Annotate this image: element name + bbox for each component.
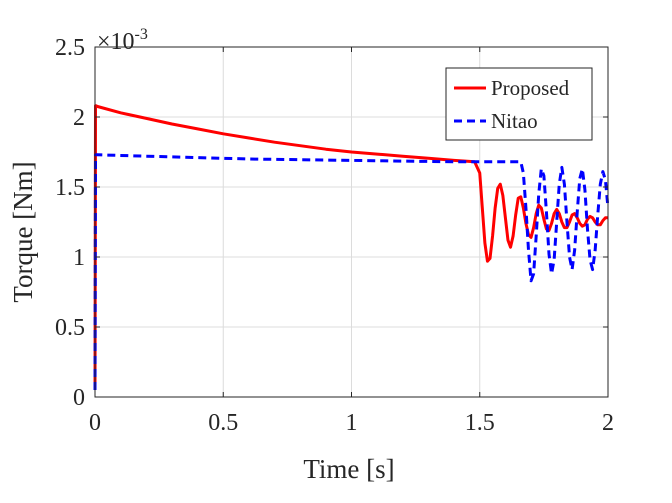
y-tick-label: 2 [73, 105, 85, 131]
series-layer [93, 104, 610, 391]
y-tick-label: 1.5 [55, 175, 85, 201]
legend-label-proposed: Proposed [491, 76, 570, 100]
y-exponent-power: -3 [135, 26, 148, 43]
x-tick-label: 2 [602, 410, 614, 436]
y-tick-label: 2.5 [55, 35, 85, 61]
x-tick-label: 1 [346, 410, 358, 436]
x-tick-label: 1.5 [465, 410, 495, 436]
series-line-nitao [93, 153, 610, 391]
x-tick-label: 0.5 [208, 410, 238, 436]
y-axis-label: Torque [Nm] [8, 161, 38, 302]
x-tick-label: 0 [89, 410, 101, 436]
y-tick-label: 1 [73, 245, 85, 271]
y-exponent-label: ×10-3 [97, 26, 148, 55]
tick-labels: 0 0.5 1 1.5 2 0 0.5 1 1.5 2 2.5 [55, 35, 614, 436]
ticks [94, 46, 609, 398]
series-line-proposed [93, 104, 608, 391]
x-axis-label: Time [s] [303, 454, 394, 484]
y-tick-label: 0.5 [55, 315, 85, 341]
legend-label-nitao: Nitao [491, 109, 538, 133]
legend-box [445, 67, 593, 141]
legend: Proposed Nitao [445, 67, 593, 141]
y-tick-label: 0 [73, 385, 85, 411]
